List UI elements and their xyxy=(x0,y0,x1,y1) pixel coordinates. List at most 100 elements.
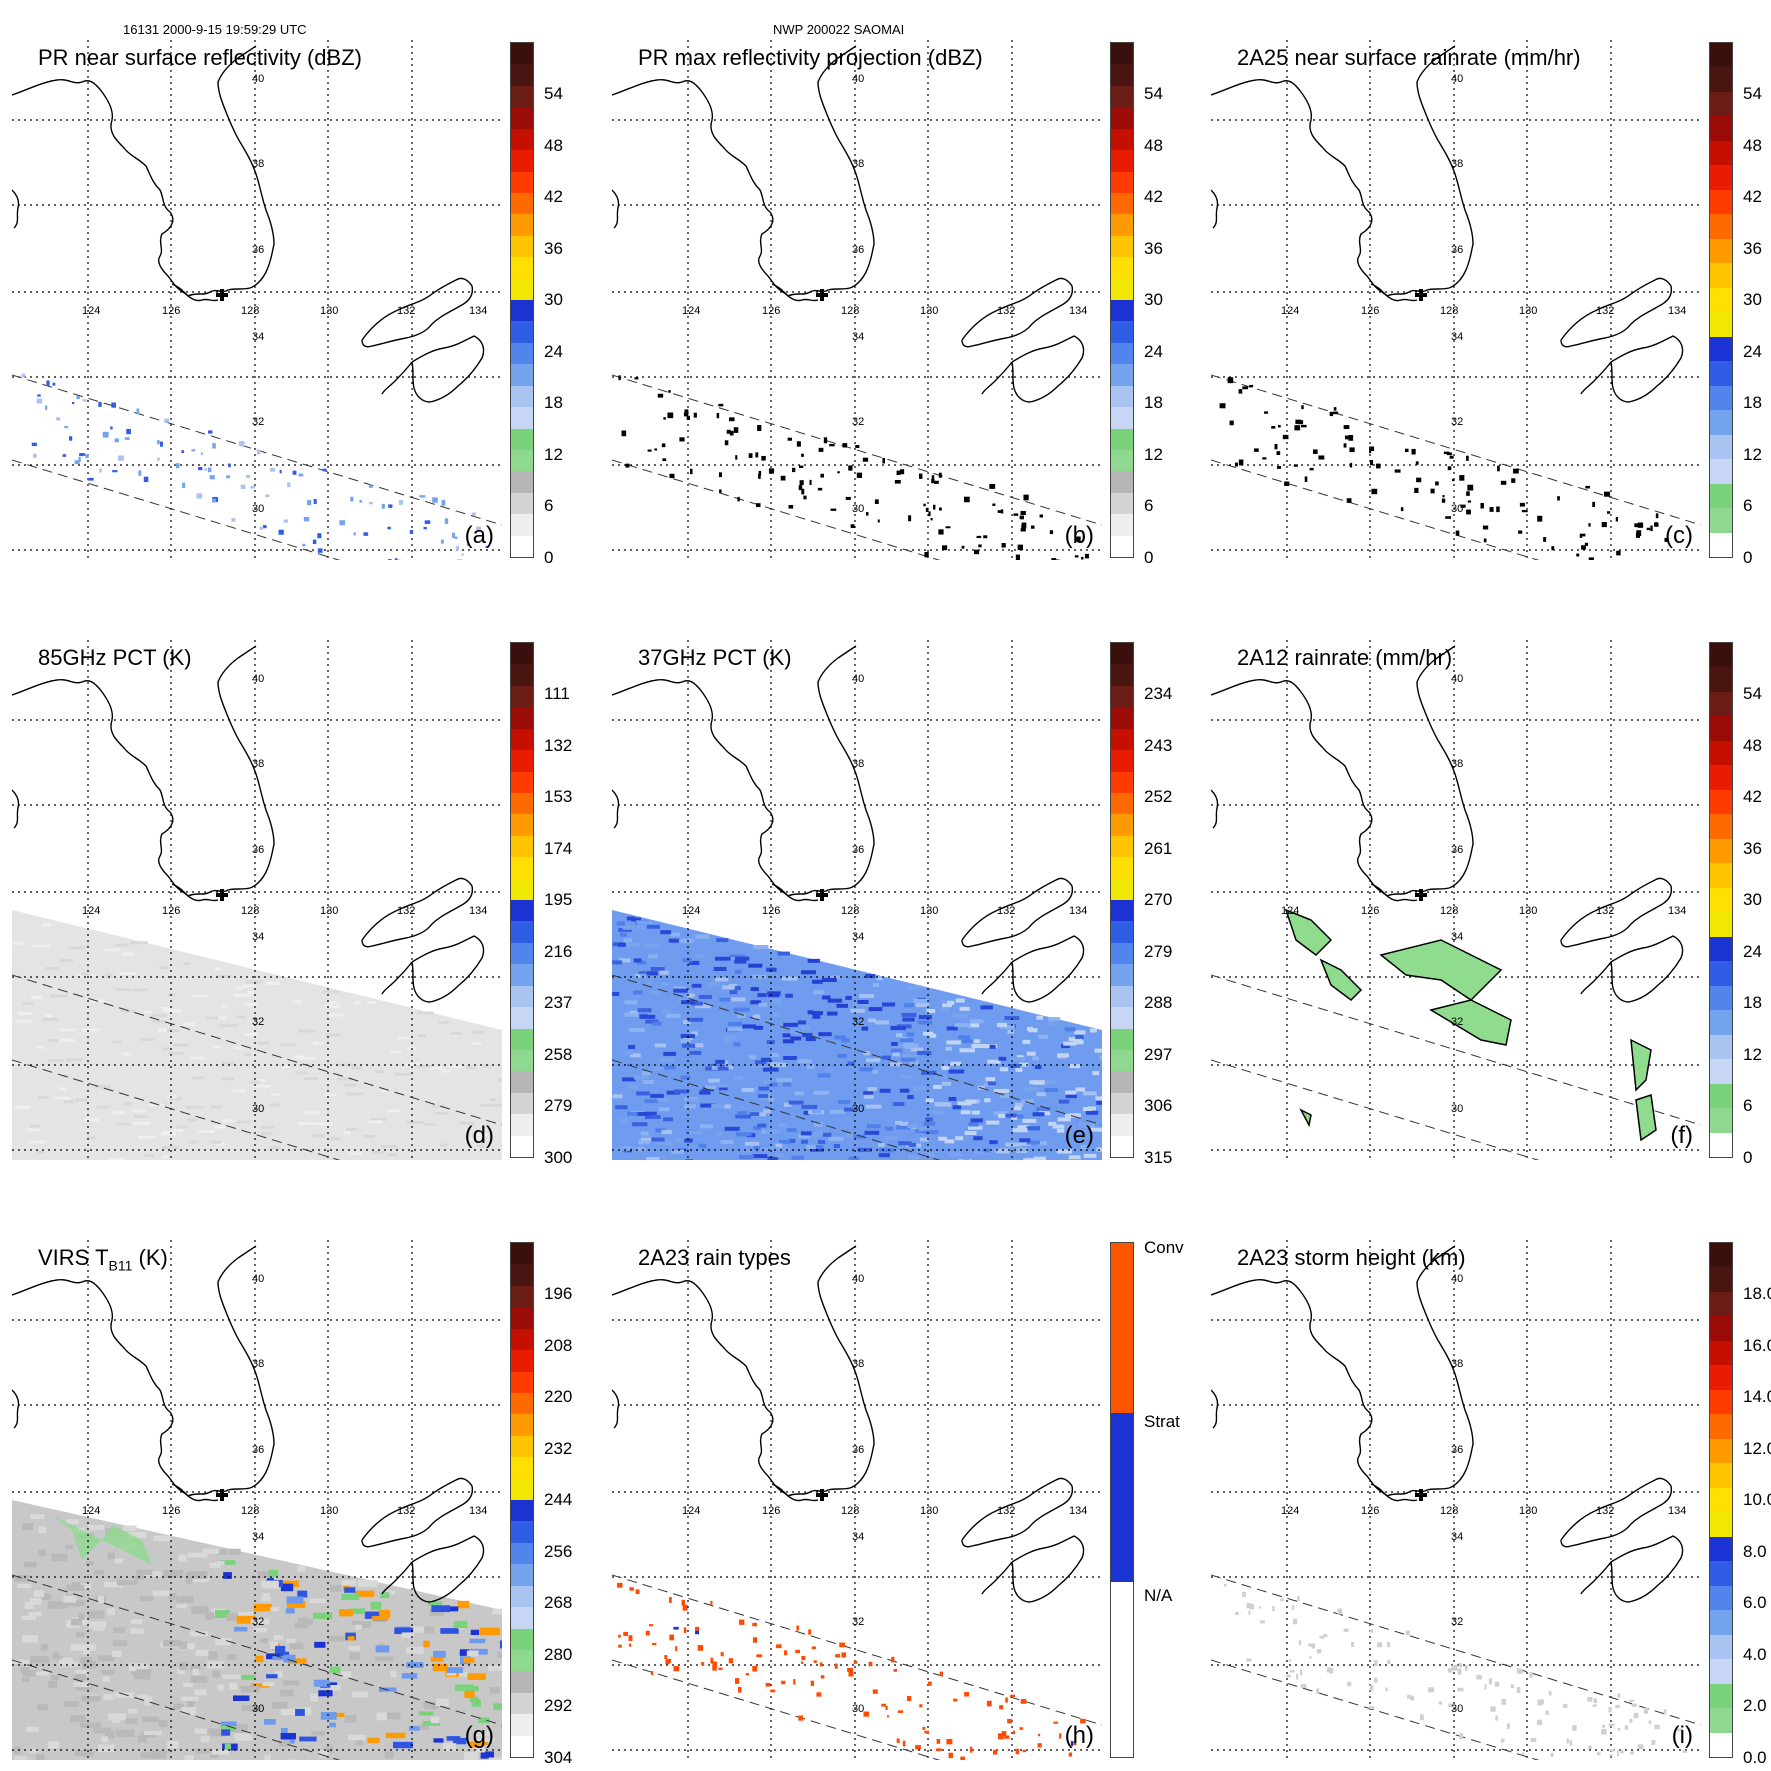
coastline xyxy=(787,1245,875,1497)
virs-pixel xyxy=(130,1628,144,1635)
pct37-pixel xyxy=(645,1019,659,1024)
virs-pixel xyxy=(435,1698,449,1707)
precip-pixel xyxy=(755,452,759,458)
colorbar-segment xyxy=(1111,427,1133,450)
virs-pixel xyxy=(253,1604,273,1612)
pct37-pixel xyxy=(658,1107,670,1112)
colorbar-segment xyxy=(511,1027,533,1050)
precip-pixel xyxy=(652,1642,657,1646)
pct85-pixel xyxy=(157,1028,170,1032)
colorbar-tick-label: 18 xyxy=(1743,993,1762,1013)
virs-pixel xyxy=(432,1663,448,1672)
pct85-pixel xyxy=(132,988,148,992)
pct37-pixel xyxy=(1026,1126,1041,1131)
map-area: 40 38 36 34 32 30 124 126 128 130 132 134 2A25 near … xyxy=(1211,40,1701,560)
precip-pixel xyxy=(683,412,689,417)
pct37-pixel xyxy=(619,932,627,937)
pct37-pixel xyxy=(628,1084,639,1089)
precip-pixel xyxy=(1019,515,1024,520)
colorbar-segment xyxy=(511,213,533,236)
precip-pixel xyxy=(182,482,186,489)
virs-pixel xyxy=(163,1639,182,1647)
latitude-label: 40 xyxy=(252,673,265,685)
pct37-pixel xyxy=(632,1122,648,1127)
colorbar-segment xyxy=(1710,139,1732,166)
precip-pixel xyxy=(196,493,203,499)
pct85-pixel xyxy=(59,1087,66,1091)
precip-pixel xyxy=(662,458,667,462)
pct37-pixel xyxy=(764,1129,780,1134)
longitude-label: 124 xyxy=(82,305,101,317)
precip-pixel xyxy=(250,485,256,489)
pct85-pixel xyxy=(298,1056,316,1060)
pct37-pixel xyxy=(989,1044,996,1049)
virs-pixel xyxy=(424,1626,435,1634)
pct37-pixel xyxy=(841,1038,850,1043)
virs-pixel xyxy=(17,1583,32,1589)
precip-pixel xyxy=(1298,1640,1302,1646)
pct37-pixel xyxy=(807,958,820,963)
precip-pixel xyxy=(1414,487,1419,493)
precip-pixel xyxy=(745,1673,750,1676)
virs-pixel xyxy=(223,1572,232,1579)
precip-pixel xyxy=(1601,1728,1607,1735)
precip-pixel xyxy=(1071,1741,1077,1746)
virs-pixel xyxy=(63,1595,77,1603)
precip-pixel xyxy=(419,495,426,498)
precip-pixel xyxy=(893,1668,897,1672)
colorbar-segment xyxy=(1710,1082,1732,1109)
colorbar-segment xyxy=(511,1520,533,1543)
pct37-pixel xyxy=(920,1152,936,1157)
precip-pixel xyxy=(1219,403,1226,409)
precip-pixel xyxy=(716,412,720,419)
longitude-label: 128 xyxy=(1440,1505,1459,1517)
pct37-pixel xyxy=(970,1118,983,1123)
precip-pixel xyxy=(823,437,828,444)
pct37-pixel xyxy=(745,1141,760,1146)
precip-pixel xyxy=(56,417,61,421)
virs-pixel xyxy=(351,1620,359,1626)
virs-pixel xyxy=(371,1616,389,1621)
pct37-pixel xyxy=(844,1107,854,1112)
colorbar-tick-label: 18 xyxy=(544,393,563,413)
virs-pixel xyxy=(394,1627,414,1635)
pct37-pixel xyxy=(659,1057,675,1062)
precip-pixel xyxy=(1343,1628,1349,1632)
pr-swath-edge xyxy=(12,459,341,560)
pct37-pixel xyxy=(772,1012,781,1017)
precip-pixel xyxy=(758,473,761,479)
virs-pixel xyxy=(385,1732,406,1739)
colorbar-segment xyxy=(1111,791,1133,815)
pct37-pixel xyxy=(680,1038,691,1043)
virs-pixel xyxy=(241,1705,262,1712)
precip-pixel xyxy=(907,1695,912,1702)
coastline xyxy=(1580,361,1612,395)
precip-pixel xyxy=(728,417,735,422)
coastline xyxy=(1560,277,1673,348)
precip-pixel xyxy=(1467,500,1472,503)
virs-pixel xyxy=(23,1561,37,1568)
storm-info: NWP 200022 SAOMAI xyxy=(773,22,905,37)
precip-pixel xyxy=(931,475,935,479)
pr-swath-edge xyxy=(12,1659,341,1760)
precip-pixel xyxy=(1259,1606,1262,1609)
colorbar-tick-label: 36 xyxy=(1144,238,1163,258)
virs-pixel xyxy=(474,1730,491,1737)
pct37-pixel xyxy=(753,1126,761,1131)
precip-pixel xyxy=(1049,530,1054,535)
pct37-pixel xyxy=(900,1074,913,1079)
pct37-pixel xyxy=(811,1011,824,1016)
storm-center-marker xyxy=(216,1489,228,1501)
colorbar-tick-label: 0 xyxy=(1743,1148,1753,1167)
pct37-pixel xyxy=(805,1145,816,1150)
latitude-label: 40 xyxy=(1451,73,1464,85)
colorbar-segment xyxy=(1710,837,1732,864)
pct37-pixel xyxy=(682,1020,691,1025)
pct37-pixel xyxy=(1022,1118,1037,1123)
precip-pixel xyxy=(683,1627,687,1633)
precip-pixel xyxy=(835,1654,841,1658)
coastline xyxy=(12,789,20,829)
panel-title-units: (K) xyxy=(132,1245,168,1270)
pct85-pixel xyxy=(324,1093,336,1097)
pct37-pixel xyxy=(904,1003,914,1008)
